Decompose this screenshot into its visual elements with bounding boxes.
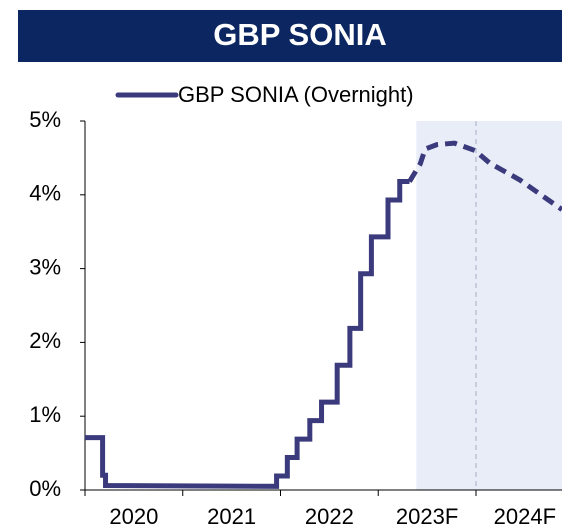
y-tick-label: 0% xyxy=(29,476,61,501)
forecast-shade xyxy=(416,121,562,490)
x-tick-label: 2020 xyxy=(109,504,158,528)
chart-title: GBP SONIA xyxy=(213,17,386,52)
x-tick-label: 2021 xyxy=(207,504,256,528)
x-tick-label: 2023F xyxy=(396,504,458,528)
y-tick-label: 3% xyxy=(29,254,61,279)
x-tick-label: 2022 xyxy=(305,504,354,528)
y-tick-label: 5% xyxy=(29,107,61,132)
y-tick-label: 2% xyxy=(29,328,61,353)
legend-label: GBP SONIA (Overnight) xyxy=(178,82,414,107)
y-tick-label: 1% xyxy=(29,402,61,427)
title-banner xyxy=(18,10,562,62)
series-line xyxy=(85,179,410,489)
x-tick-label: 2024F xyxy=(494,504,556,528)
series-line-forecast xyxy=(407,140,562,212)
y-tick-label: 4% xyxy=(29,181,61,206)
